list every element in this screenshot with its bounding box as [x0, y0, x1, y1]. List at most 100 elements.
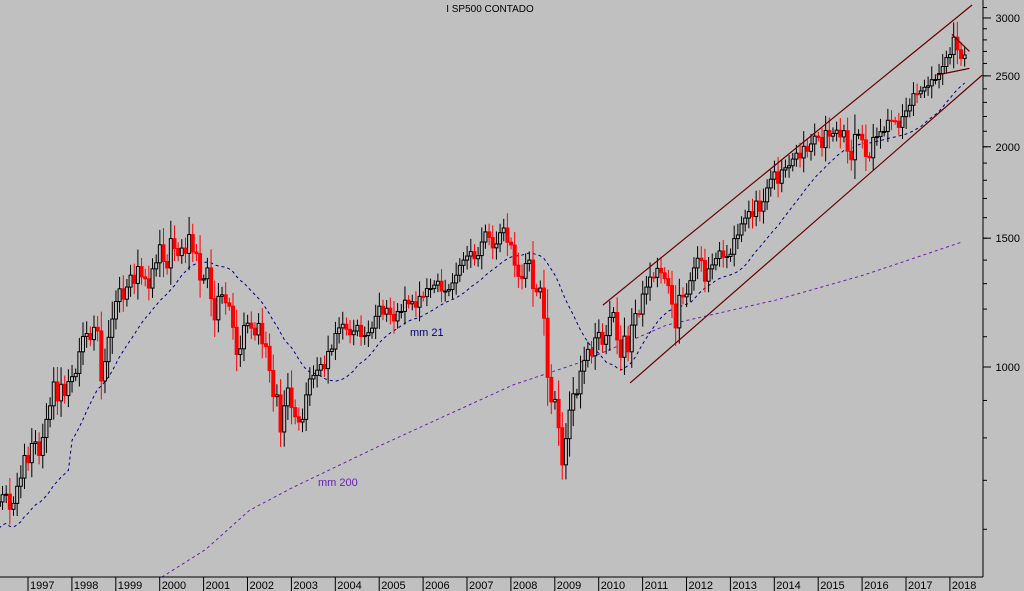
candle-up — [739, 223, 744, 236]
candle-down — [267, 345, 272, 372]
candle-up — [874, 136, 879, 139]
candle-up — [351, 330, 356, 336]
candle-up — [622, 335, 627, 358]
chart-title: I SP500 CONTADO — [446, 4, 534, 15]
candle-up — [150, 268, 155, 289]
candle-down — [209, 267, 214, 300]
candle-up — [377, 305, 382, 317]
candle-up — [790, 158, 795, 167]
candle-down — [893, 120, 898, 123]
candle-up — [315, 369, 320, 376]
candle-up — [384, 307, 389, 315]
candle-down — [490, 237, 495, 249]
candle-up — [684, 293, 689, 298]
candle-up — [410, 301, 415, 305]
candle-up — [922, 86, 927, 92]
candle-up — [337, 327, 342, 335]
candle-up — [329, 348, 334, 352]
x-tick-label: 2010 — [601, 580, 625, 591]
candle-up — [238, 348, 243, 356]
candle-up — [882, 130, 887, 133]
candle-down — [271, 370, 276, 398]
candle-down — [541, 287, 546, 319]
candle-up — [220, 294, 225, 297]
x-tick-label: 2016 — [864, 580, 888, 591]
candle-up — [395, 310, 400, 322]
candle-down — [556, 398, 561, 429]
candle-down — [263, 343, 268, 347]
y-axis-panel — [984, 0, 1024, 591]
candle-up — [604, 335, 609, 345]
mm21-label: mm 21 — [410, 327, 444, 339]
candle-up — [304, 394, 309, 420]
candle-down — [805, 145, 810, 152]
candle-up — [362, 335, 367, 338]
candle-up — [0, 494, 5, 503]
candle-up — [432, 284, 437, 290]
candle-down — [845, 130, 850, 152]
y-tick-label: 2000 — [996, 142, 1020, 154]
candle-down — [413, 301, 418, 308]
candle-up — [629, 324, 634, 353]
candle-up — [59, 383, 64, 402]
candle-down — [863, 139, 868, 157]
candle-down — [252, 327, 257, 336]
candle-up — [951, 36, 956, 56]
candle-up — [48, 405, 53, 420]
candle-down — [146, 278, 151, 289]
candle-up — [918, 90, 923, 95]
candle-up — [794, 152, 799, 160]
candle-up — [933, 78, 938, 81]
candle-down — [516, 264, 521, 277]
candle-down — [234, 326, 239, 356]
candle-up — [900, 116, 905, 128]
candle-down — [915, 93, 920, 96]
candle-down — [659, 267, 664, 274]
candle-down — [896, 120, 901, 128]
candle-down — [860, 133, 865, 141]
candle-down — [545, 317, 550, 378]
candle-up — [940, 66, 945, 74]
candle-up — [907, 104, 912, 112]
candle-down — [618, 339, 623, 358]
candle-down — [406, 299, 411, 305]
candle-up — [582, 359, 587, 372]
candle-up — [937, 72, 942, 80]
candle-up — [948, 54, 953, 59]
candle-up — [596, 331, 601, 339]
candle-up — [483, 231, 488, 243]
candle-down — [121, 288, 126, 300]
candle-up — [743, 217, 748, 225]
candle-down — [95, 326, 100, 332]
candle-up — [691, 267, 696, 282]
candle-down — [249, 322, 254, 329]
candle-down — [322, 363, 327, 370]
candle-up — [15, 485, 20, 504]
wedge-lower — [936, 67, 970, 76]
candle-up — [168, 238, 173, 269]
candle-up — [77, 351, 82, 374]
candle-down — [560, 427, 565, 466]
x-tick-label: 2015 — [820, 580, 844, 591]
candle-down — [260, 322, 265, 345]
candle-up — [66, 381, 71, 397]
candle-down — [231, 305, 236, 328]
candle-down — [867, 155, 872, 159]
candle-down — [99, 330, 104, 382]
candle-up — [754, 200, 759, 217]
candle-up — [571, 393, 576, 411]
channel-upper — [602, 4, 973, 306]
candle-up — [501, 227, 506, 234]
candle-up — [779, 169, 784, 184]
candle-up — [655, 267, 660, 278]
candle-up — [370, 327, 375, 334]
y-axis: 1000 1500 2000 2500 3000 — [982, 0, 1024, 591]
candle-up — [84, 333, 89, 337]
x-tick-label: 1998 — [74, 580, 98, 591]
candle-down — [680, 294, 685, 298]
candle-up — [823, 130, 828, 149]
x-tick-label: 2017 — [908, 580, 932, 591]
candle-up — [552, 398, 557, 403]
candle-up — [157, 244, 162, 264]
candle-down — [651, 276, 656, 279]
